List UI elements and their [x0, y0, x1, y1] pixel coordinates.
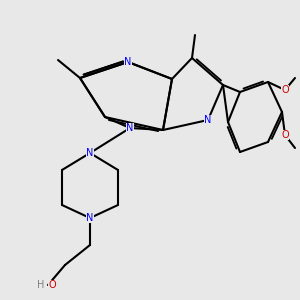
Text: O: O	[281, 85, 289, 95]
Text: N: N	[86, 213, 94, 223]
Text: N: N	[124, 57, 132, 67]
Text: O: O	[49, 280, 56, 290]
Text: O: O	[281, 130, 289, 140]
Text: N: N	[126, 123, 134, 133]
Text: H: H	[37, 280, 44, 290]
Text: N: N	[86, 148, 94, 158]
Text: N: N	[204, 115, 212, 125]
